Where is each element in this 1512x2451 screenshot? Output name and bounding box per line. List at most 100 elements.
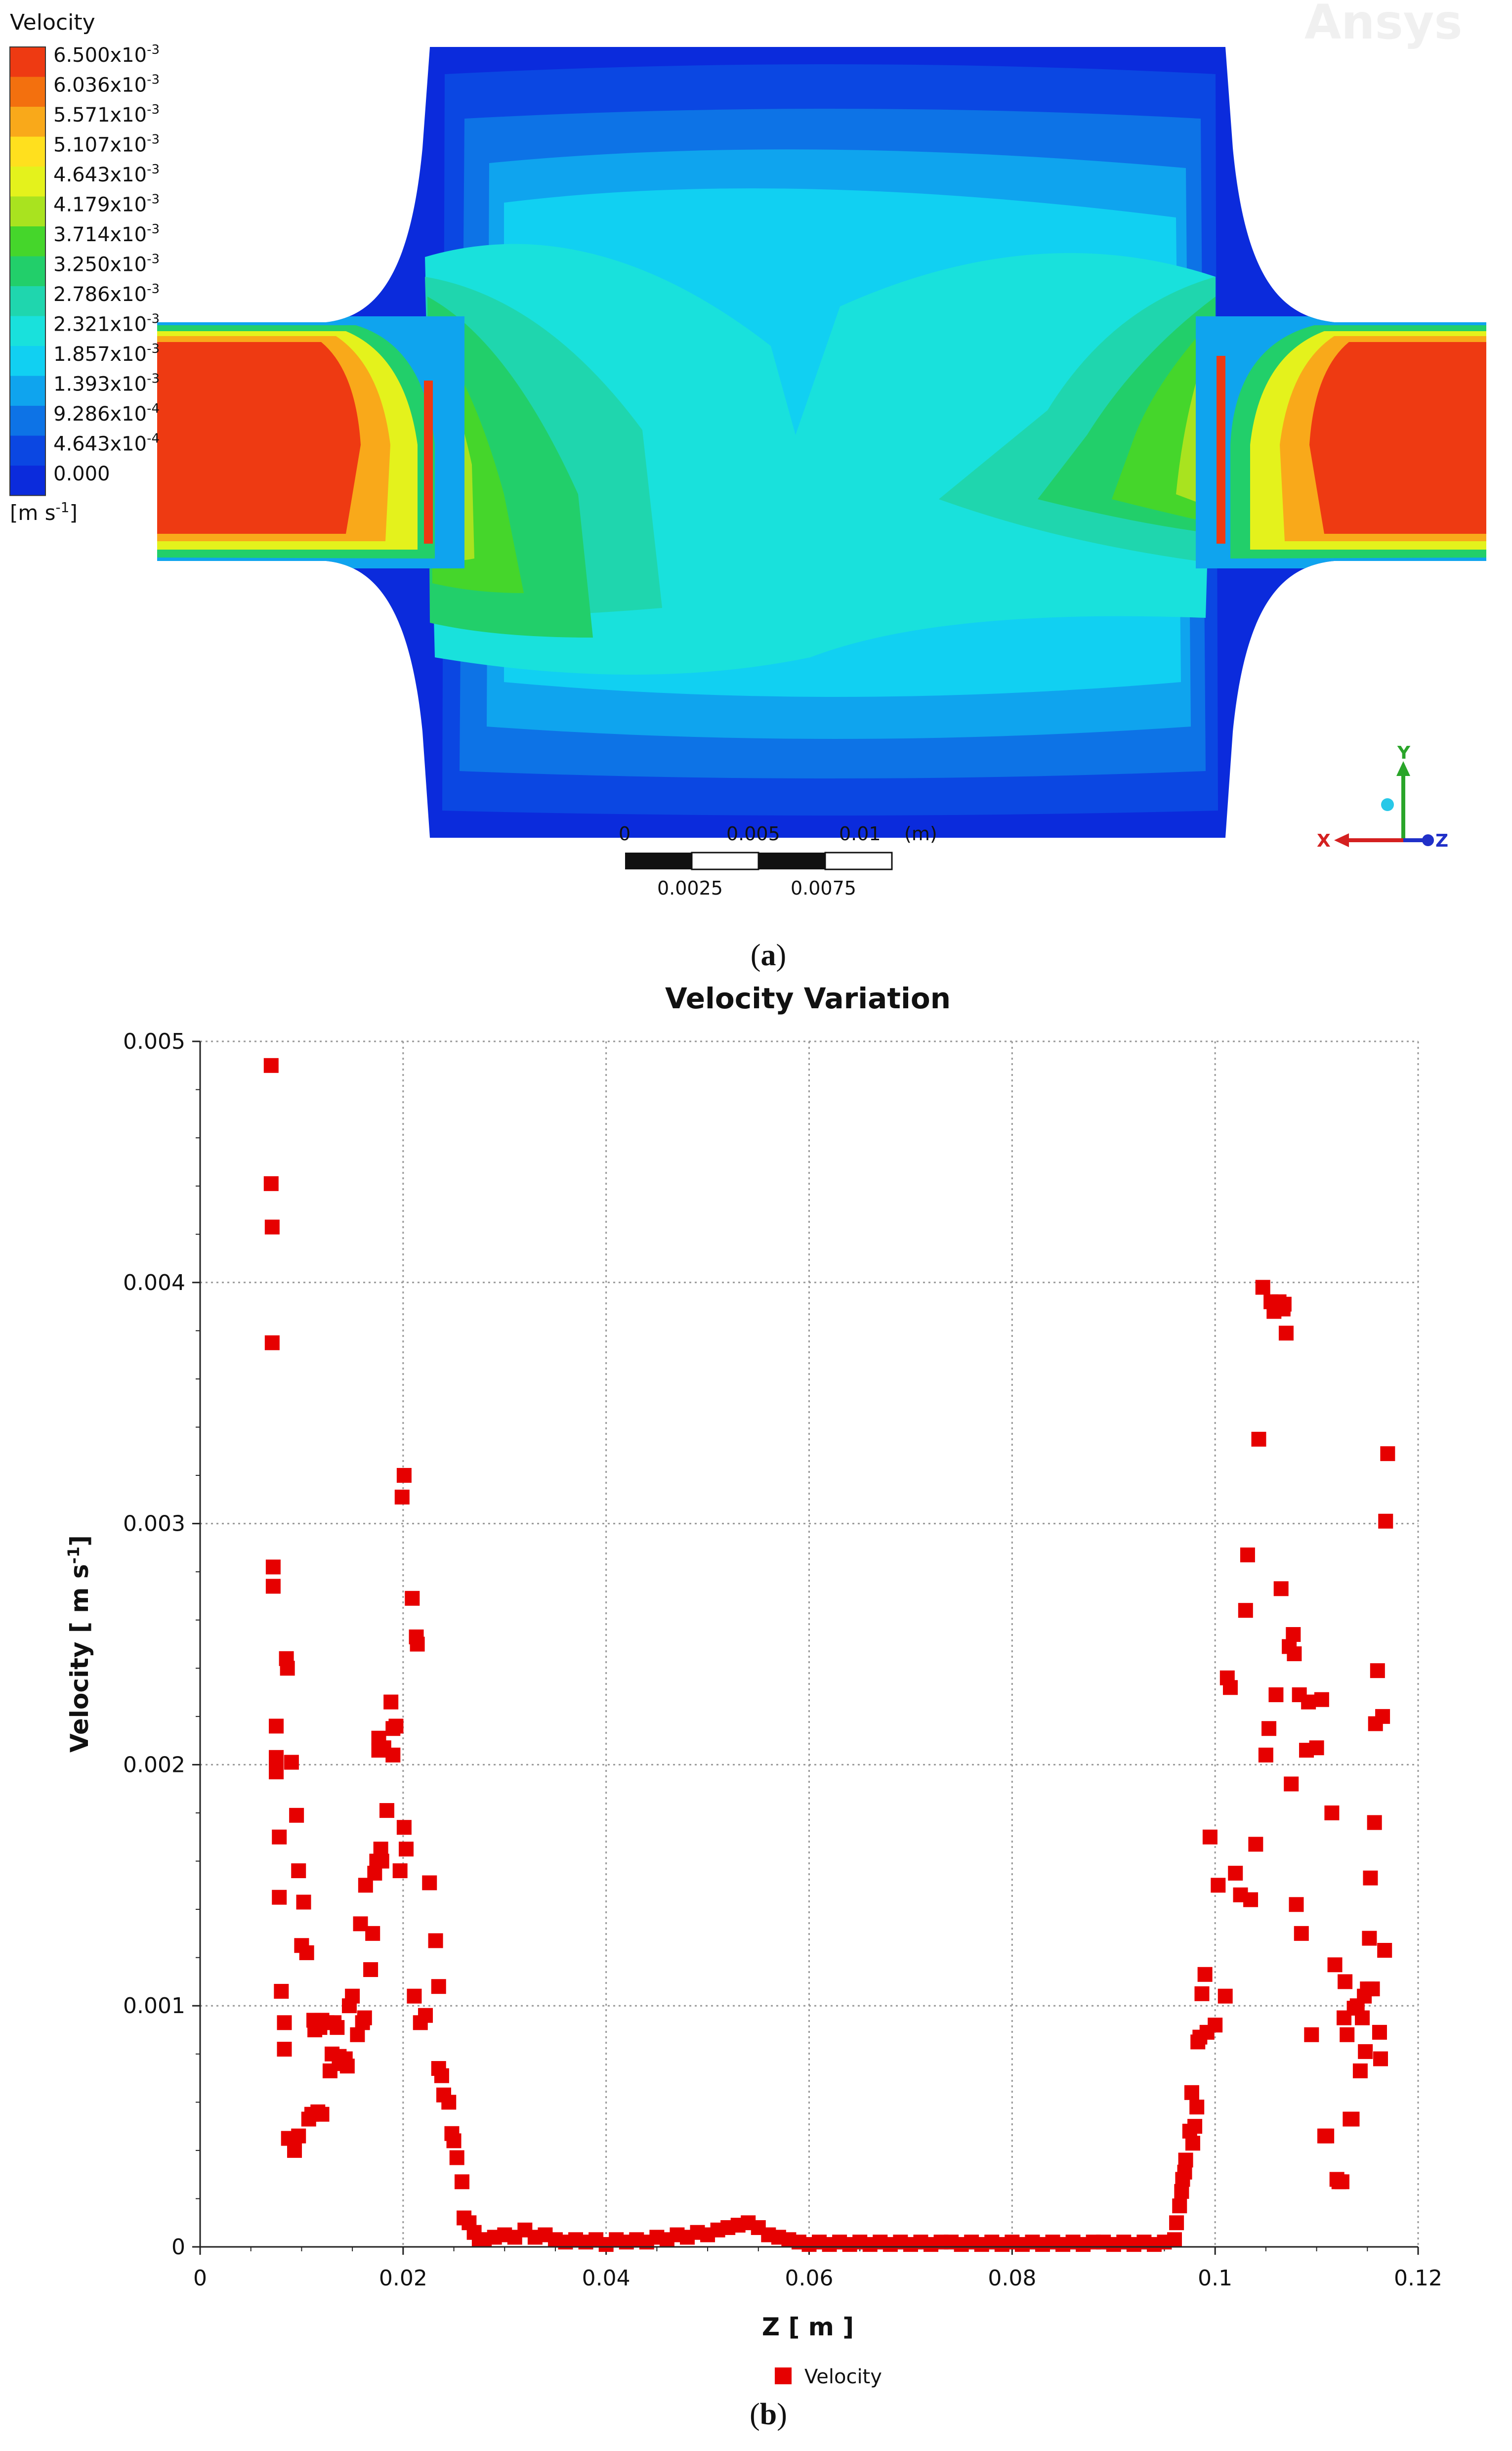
data-point (1352, 2063, 1368, 2078)
legend-swatch (10, 406, 45, 436)
data-point (1238, 1603, 1253, 1618)
scale-label-0005: 0.005 (726, 823, 780, 845)
chart-ticks: 0 0.02 0.04 0.06 0.08 0.1 0.12 0 0.001 0.002 0.003… (123, 1029, 1442, 2291)
legend-level-label: 2.786x10-3 (53, 282, 160, 306)
data-point (1338, 1974, 1353, 1989)
legend-swatch (10, 316, 45, 346)
data-point (1248, 1837, 1263, 1852)
data-point (1278, 1326, 1294, 1341)
legend-swatch (10, 376, 45, 406)
data-point (263, 1058, 279, 1073)
data-point (441, 2095, 457, 2110)
chart-legend: Velocity (775, 2365, 882, 2388)
data-point (374, 1853, 389, 1869)
data-point (434, 2068, 449, 2083)
x-tick-label: 0.02 (379, 2266, 427, 2291)
data-point (1370, 1663, 1385, 1678)
data-point (385, 1747, 401, 1763)
data-point (1255, 1280, 1270, 1295)
data-point (407, 1988, 422, 2004)
data-point (263, 1176, 279, 1191)
data-point (1334, 2174, 1349, 2190)
data-point (272, 1890, 287, 1905)
legend-level-label: 5.571x10-3 (53, 102, 160, 127)
data-point (272, 1829, 287, 1845)
legend-swatch (10, 107, 45, 137)
data-point (1276, 1296, 1292, 1312)
data-point (274, 1983, 289, 1999)
data-point (365, 1926, 380, 1941)
data-point (1340, 2027, 1355, 2042)
data-point (410, 1636, 425, 1652)
data-point (1261, 1721, 1277, 1736)
data-point (379, 1803, 394, 1818)
data-point (1218, 1988, 1233, 2004)
scale-seg-1 (625, 853, 692, 869)
band-inlet-jet (424, 381, 433, 544)
data-point (330, 2020, 345, 2035)
data-point (1251, 1431, 1266, 1447)
legend-label: Velocity (804, 2365, 882, 2388)
data-point (383, 1694, 399, 1710)
data-point (284, 1755, 299, 1770)
data-point (1365, 1981, 1380, 1997)
y-axis-label: Velocity [ m s-1] (64, 1535, 94, 1753)
legend-swatch (10, 466, 45, 496)
legend-marker (775, 2367, 792, 2384)
data-point (345, 1988, 360, 2004)
data-point (405, 1591, 420, 1606)
panel-a-label: (a) (750, 939, 787, 972)
legend-level-label: 2.321x10-3 (53, 312, 160, 336)
data-point (446, 2133, 462, 2149)
data-point (1211, 1878, 1226, 1893)
data-point (269, 1764, 284, 1780)
data-point (1327, 1957, 1343, 1973)
data-point (291, 2128, 306, 2144)
data-point (287, 2143, 302, 2158)
data-point (1301, 1694, 1316, 1710)
scale-label-00025: 0.0025 (657, 877, 723, 899)
x-tick-label: 0.08 (988, 2266, 1036, 2291)
band-inlet-l0 (157, 342, 361, 534)
data-point (1355, 2010, 1370, 2025)
y-tick-label: 0.001 (123, 1993, 185, 2019)
ansys-watermark: Ansys (1304, 0, 1463, 50)
velocity-legend: 6.500x10-3 6.036x10-3 5.571x10-3 5.107x10-3… (9, 43, 160, 496)
data-point (1286, 1627, 1301, 1642)
data-point (277, 2042, 292, 2057)
data-point (431, 1979, 446, 1994)
data-point (1185, 2136, 1200, 2151)
y-tick-label: 0.005 (123, 1029, 185, 1054)
y-tick-label: 0.004 (123, 1270, 185, 1295)
legend-swatch (10, 435, 45, 466)
data-point (1258, 1747, 1273, 1763)
legend-level-label: 3.714x10-3 (53, 222, 160, 246)
data-point (1367, 1815, 1382, 1830)
data-point (1294, 1926, 1309, 1941)
data-point (1309, 1740, 1324, 1756)
legend-swatch (10, 136, 45, 167)
scale-seg-2 (691, 852, 759, 870)
axis-triad: Y X Z (1317, 743, 1448, 851)
legend-swatch (10, 226, 45, 257)
x-tick-label: 0.06 (785, 2266, 834, 2291)
data-point (314, 2107, 330, 2122)
data-point (454, 2174, 469, 2190)
legend-swatch (10, 167, 45, 197)
scale-seg-4 (824, 852, 893, 870)
data-point (1362, 1931, 1377, 1946)
velocity-contour-panel: Velocity 6.500x10-3 6.036x10-3 5.571x10-3 5… (9, 0, 1486, 899)
data-point (449, 2150, 464, 2165)
data-point (1363, 1870, 1378, 1886)
data-point (1268, 1687, 1284, 1702)
data-point (1304, 2027, 1319, 2042)
legend-title: Velocity (10, 10, 95, 35)
data-point (1375, 1709, 1390, 1724)
data-point (1202, 1829, 1218, 1845)
data-point (1194, 1986, 1210, 2001)
band-outlet-l0 (1309, 342, 1486, 534)
scale-label-001: 0.01 (839, 823, 881, 845)
x-tick-label: 0.12 (1394, 2266, 1442, 2291)
y-tick-label: 0.002 (123, 1752, 185, 1777)
data-point (280, 1661, 295, 1676)
